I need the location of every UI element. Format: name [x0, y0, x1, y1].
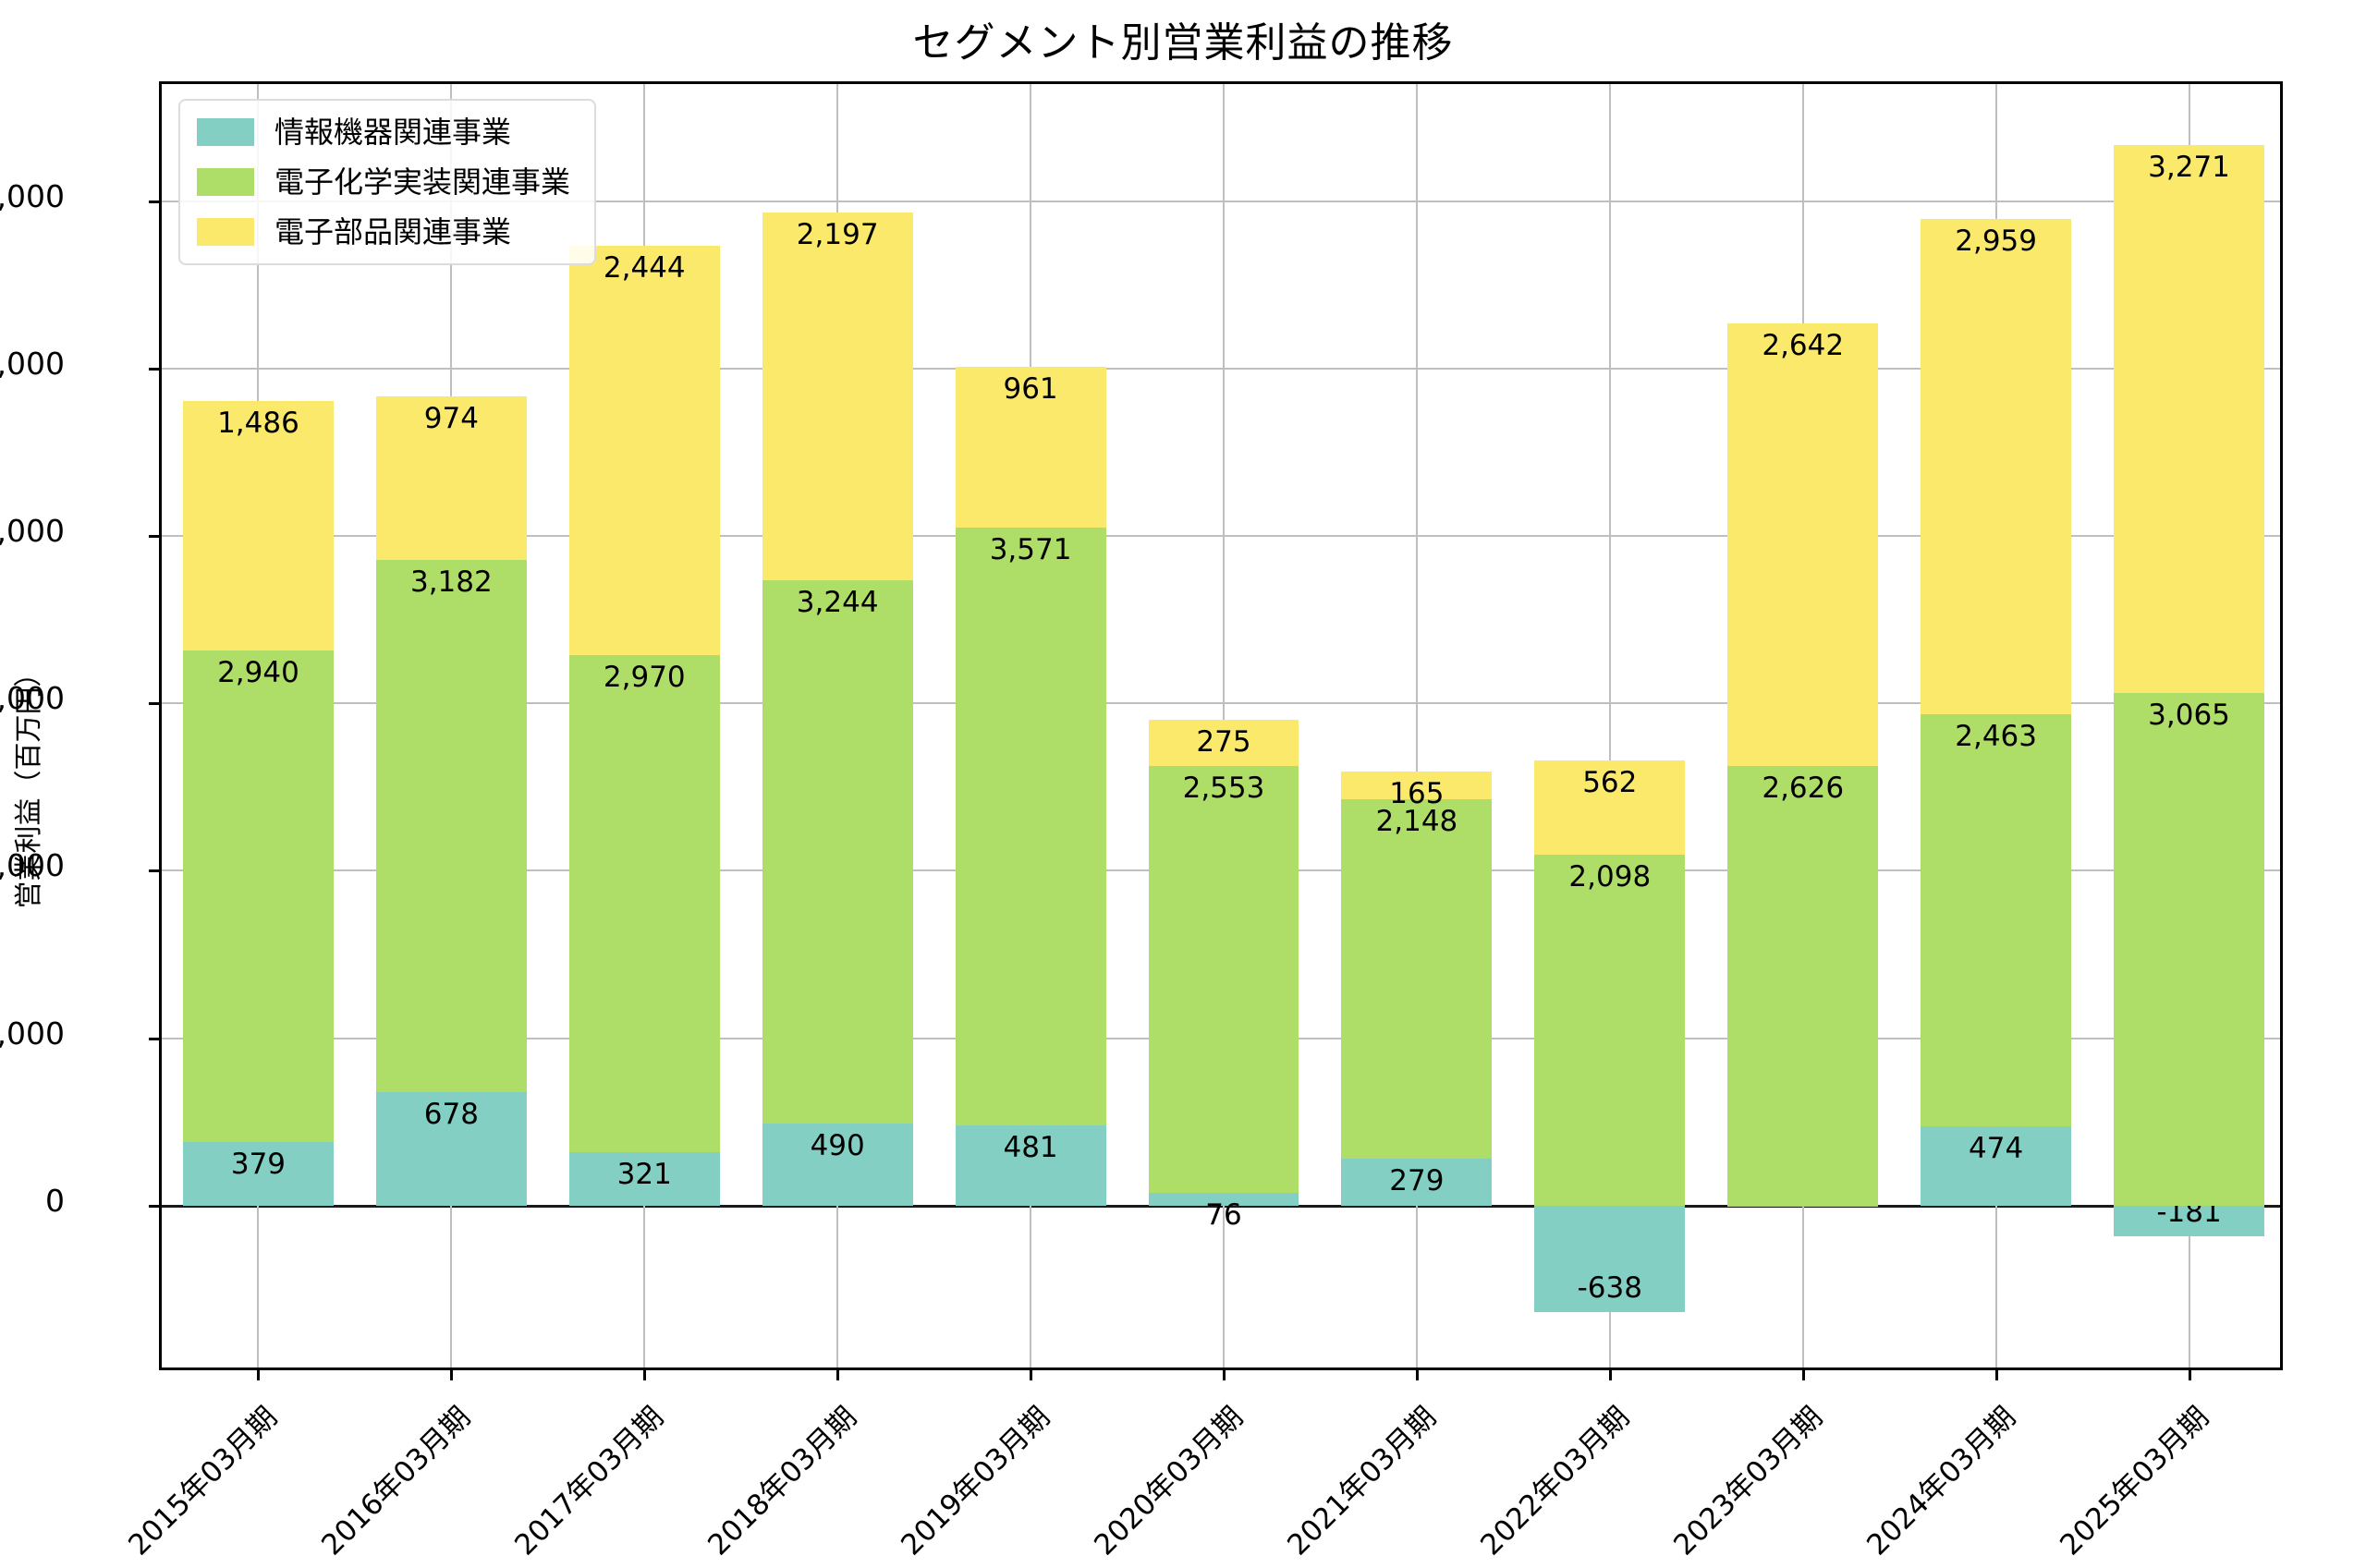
x-tick-label: 2018年03月期 [701, 1400, 864, 1562]
y-tick-mark [149, 1204, 162, 1208]
y-tick-mark [149, 200, 162, 203]
legend-item-label: 情報機器関連事業 [274, 115, 512, 150]
x-tick-mark [1608, 1367, 1612, 1380]
bar-segment[interactable] [568, 1151, 720, 1206]
plot-area: 379 2,940 1,486 678 3,182 974 321 2,970 2,444 490… [149, 81, 2283, 1380]
x-tick-label: 2019年03月期 [895, 1400, 1057, 1562]
x-tick-mark [1223, 1367, 1226, 1380]
bar-segment[interactable] [1727, 1205, 1879, 1207]
x-tick-mark [1801, 1367, 1805, 1380]
legend-item-label: 電子部品関連事業 [274, 214, 512, 249]
y-tick-label: 3,000 [0, 680, 65, 717]
x-tick-mark [450, 1367, 454, 1380]
gridline-y-4000 [162, 535, 2280, 538]
y-tick-label: 1,000 [0, 1015, 65, 1051]
bar-segment[interactable] [182, 1142, 334, 1206]
legend-item[interactable]: 電子部品関連事業 [197, 213, 570, 250]
y-tick-mark [149, 535, 162, 539]
bar-segment[interactable] [955, 527, 1106, 1125]
bar-segment[interactable] [1727, 766, 1879, 1206]
bar-segment[interactable] [2114, 1205, 2264, 1236]
x-tick-label: 2021年03月期 [1281, 1400, 1444, 1562]
bar-segment[interactable] [1341, 772, 1493, 800]
gridline-y-0 [162, 1204, 2280, 1208]
x-tick-label: 2023年03月期 [1666, 1400, 1829, 1562]
legend-swatch-icon [197, 118, 254, 146]
x-tick-mark [1415, 1367, 1419, 1380]
bar-segment[interactable] [2114, 144, 2264, 693]
y-axis-label: 営業利益（百万円） [13, 659, 45, 909]
bar-segment[interactable] [762, 1124, 913, 1206]
bar-segment[interactable] [762, 213, 913, 581]
y-tick-label: 2,000 [0, 847, 65, 884]
bar-segment[interactable] [568, 654, 720, 1152]
x-tick-label: 2016年03月期 [315, 1400, 478, 1562]
gridline-x-6 [1415, 84, 1418, 1367]
bar-segment[interactable] [1148, 765, 1299, 1194]
x-tick-label: 2024年03月期 [1860, 1400, 2022, 1562]
x-tick-mark [836, 1367, 840, 1380]
bar-segment[interactable] [1341, 799, 1493, 1160]
x-tick-mark [1030, 1367, 1033, 1380]
x-tick-mark [1994, 1367, 1998, 1380]
bar-segment[interactable] [1534, 854, 1686, 1206]
bar-segment[interactable] [375, 1091, 527, 1206]
x-tick-mark [2188, 1367, 2191, 1380]
bar-segment[interactable] [955, 366, 1106, 528]
bar-segment[interactable] [762, 580, 913, 1124]
gridline-y-3000 [162, 702, 2280, 705]
bar-segment[interactable] [1534, 760, 1686, 855]
bar-segment[interactable] [182, 401, 334, 650]
legend-item[interactable]: 情報機器関連事業 [197, 114, 570, 151]
y-tick-mark [149, 367, 162, 371]
x-tick-label: 2025年03月期 [2053, 1400, 2215, 1562]
legend-swatch-icon [197, 168, 254, 196]
x-tick-label: 2015年03月期 [122, 1400, 285, 1562]
x-tick-label: 2017年03月期 [508, 1400, 671, 1562]
y-tick-label: 0 [45, 1182, 65, 1219]
bar-segment[interactable] [568, 245, 720, 655]
x-tick-mark [643, 1367, 647, 1380]
y-tick-label: 4,000 [0, 513, 65, 550]
legend-item-label: 電子化学実装関連事業 [274, 164, 571, 200]
bar-segment[interactable] [1921, 713, 2072, 1126]
bar-segment[interactable] [375, 396, 527, 560]
gridline-y-6000 [162, 200, 2280, 202]
legend-swatch-icon [197, 218, 254, 246]
bar-segment[interactable] [1921, 218, 2072, 714]
y-tick-label: 5,000 [0, 345, 65, 382]
y-tick-mark [149, 869, 162, 873]
bar-segment[interactable] [1534, 1205, 1686, 1313]
page-title: セグメント別営業利益の推移 [912, 19, 1454, 67]
y-tick-mark [149, 702, 162, 706]
gridline-x-7 [1608, 84, 1611, 1367]
bar-segment[interactable] [375, 559, 527, 1092]
chart-legend[interactable]: 情報機器関連事業電子化学実装関連事業 電子部品関連事業 [178, 99, 597, 265]
legend-item[interactable]: 電子化学実装関連事業 [197, 164, 570, 201]
x-tick-label: 2020年03月期 [1088, 1400, 1250, 1562]
x-tick-label: 2022年03月期 [1474, 1400, 1636, 1562]
x-tick-mark [257, 1367, 261, 1380]
bar-segment[interactable] [1341, 1159, 1493, 1206]
y-tick-label: 6,000 [0, 177, 65, 214]
bar-segment[interactable] [1148, 719, 1299, 766]
bar-segment[interactable] [1921, 1125, 2072, 1206]
bar-segment[interactable] [1727, 323, 1879, 767]
bar-segment[interactable] [955, 1124, 1106, 1206]
bar-segment[interactable] [2114, 692, 2264, 1206]
gridline-y-5000 [162, 367, 2280, 370]
bar-segment[interactable] [1148, 1193, 1299, 1206]
y-tick-mark [149, 1037, 162, 1040]
bar-segment[interactable] [182, 650, 334, 1143]
